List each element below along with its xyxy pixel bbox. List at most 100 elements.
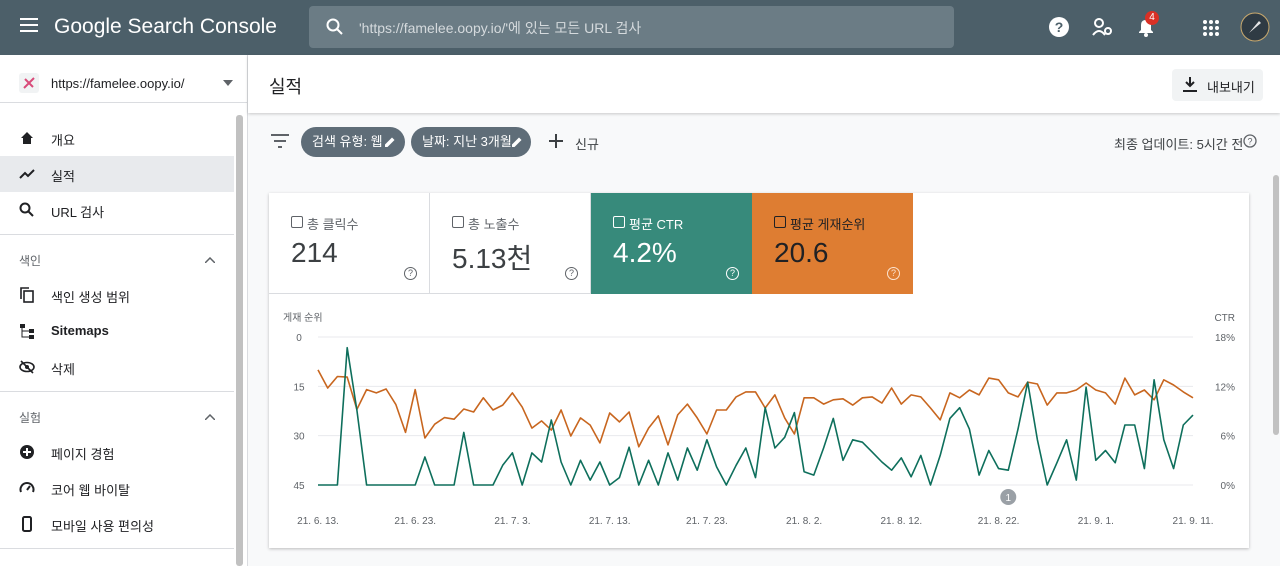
checkbox[interactable] [291, 216, 303, 228]
menu-icon[interactable] [20, 18, 38, 32]
collapse-icon[interactable] [205, 257, 215, 263]
filter-chip[interactable]: 검색 유형: 웹 [301, 127, 405, 157]
help-icon[interactable]: ? [565, 267, 578, 280]
section-title[interactable]: 실험 [19, 411, 42, 425]
gauge-icon [19, 482, 35, 493]
product-name[interactable]: Google Search Console [54, 15, 277, 38]
checkbox[interactable] [613, 216, 625, 228]
x-tick-label: 21. 8. 22. [978, 516, 1020, 527]
export-button[interactable]: 내보내기 [1172, 69, 1263, 101]
y-tick-label: 0 [296, 333, 302, 344]
nav-label: 색인 생성 범위 [51, 290, 130, 305]
checkbox[interactable] [452, 216, 464, 228]
help-icon[interactable]: ? [404, 267, 417, 280]
annotation-marker [1000, 489, 1017, 505]
nav-label: 코어 웹 바이탈 [51, 483, 130, 498]
metric-card[interactable]: 평균 CTR 4.2%? [591, 193, 752, 294]
metric-value: 5.13천 [452, 243, 533, 274]
data-line [318, 346, 1194, 486]
chart: 게재 순위 CTR 0 15 30 45 0% 6% 12% 18% 21. 6. 13. 21.… [283, 311, 1235, 527]
x-tick-label: 21. 7. 13. [589, 516, 631, 527]
trend-icon [19, 169, 35, 179]
section-title[interactable]: 색인 [19, 254, 42, 268]
dropdown-arrow[interactable] [223, 80, 233, 86]
filter-icon[interactable] [271, 134, 289, 148]
checkbox[interactable] [774, 216, 786, 228]
divider [0, 548, 234, 549]
x-tick-label: 21. 8. 2. [786, 516, 822, 527]
search-icon [326, 18, 343, 35]
annotation-label: 1 [1005, 493, 1011, 504]
edit-icon [385, 137, 395, 147]
divider [0, 102, 247, 103]
nav-label: 실적 [51, 169, 75, 184]
download-icon [1183, 77, 1197, 92]
metric-card[interactable]: 총 클릭수 214? [269, 193, 430, 294]
page-title: 실적 [269, 77, 303, 97]
metric-value: 4.2% [613, 237, 677, 268]
help-icon[interactable]: ? [1243, 134, 1257, 148]
y2-tick-label: 12% [1215, 382, 1235, 393]
svg-text:?: ? [1247, 137, 1252, 147]
scrollbar[interactable] [236, 115, 243, 566]
home-icon [21, 132, 33, 144]
phone-icon [22, 516, 32, 532]
nav-item[interactable]: 삭제 [0, 349, 234, 385]
metric-label: 총 노출수 [468, 217, 520, 232]
help-icon[interactable]: ? [887, 267, 900, 280]
help-icon[interactable]: ? [1048, 16, 1070, 38]
nav-label: Sitemaps [51, 323, 109, 338]
metric-value: 214 [291, 237, 338, 268]
search-icon [19, 202, 34, 217]
x-tick-label: 21. 8. 12. [880, 516, 922, 527]
search-placeholder: 'https://famelee.oopy.io/'에 있는 모든 URL 검사 [359, 20, 642, 36]
filter-chip[interactable]: 날짜: 지난 3개월 [411, 127, 531, 157]
metric-label: 총 클릭수 [307, 217, 359, 232]
svg-text:?: ? [1055, 19, 1064, 35]
x-tick-label: 21. 9. 1. [1078, 516, 1114, 527]
nav-item[interactable]: 실적 [0, 156, 234, 192]
y2-axis-title: CTR [1214, 313, 1235, 324]
nav-item[interactable]: 페이지 경험 [0, 434, 234, 470]
y-tick-label: 15 [293, 382, 305, 393]
y-axis-title: 게재 순위 [283, 311, 323, 324]
sidebar: https://famelee.oopy.io/ 개요 실적 URL 검사 색인… [0, 55, 248, 566]
property-icon [19, 73, 39, 93]
scrollbar[interactable] [1273, 175, 1279, 435]
property-url[interactable]: https://famelee.oopy.io/ [51, 76, 185, 91]
nav-item[interactable]: 코어 웹 바이탈 [0, 470, 234, 506]
x-tick-label: 21. 7. 3. [494, 516, 530, 527]
last-update: 최종 업데이트: 5시간 전 [1114, 137, 1244, 152]
data-line [317, 369, 1194, 448]
nav-item[interactable]: 색인 생성 범위 [0, 277, 234, 313]
divider [0, 234, 234, 235]
new-filter[interactable]: 신규 [575, 137, 599, 152]
y-tick-label: 30 [293, 432, 305, 443]
avatar[interactable] [1240, 12, 1270, 42]
x-tick-label: 21. 6. 23. [394, 516, 436, 527]
x-tick-label: 21. 7. 23. [686, 516, 728, 527]
filter-label: 검색 유형: 웹 [312, 134, 383, 149]
filter-label: 날짜: 지난 3개월 [422, 134, 512, 149]
users-icon[interactable] [1091, 16, 1113, 38]
metric-card[interactable]: 평균 게재순위 20.6? [752, 193, 913, 294]
divider [0, 391, 234, 392]
apps-icon[interactable] [1202, 19, 1220, 37]
nav-item[interactable]: 개요 [0, 120, 234, 156]
y2-tick-label: 18% [1215, 333, 1235, 344]
nav-item[interactable]: Sitemaps [0, 313, 234, 349]
plus-icon[interactable] [549, 134, 563, 148]
collapse-icon[interactable] [205, 414, 215, 420]
metric-label: 평균 게재순위 [790, 217, 866, 232]
metric-card[interactable]: 총 노출수 5.13천? [430, 193, 591, 294]
nav-item[interactable]: 모바일 사용 편의성 [0, 506, 234, 542]
nav-item[interactable]: URL 검사 [0, 192, 234, 228]
performance-card: 총 클릭수 214? 총 노출수 5.13천? 평균 CTR 4.2%? 평균 게재순… [269, 193, 1249, 548]
search-box[interactable]: 'https://famelee.oopy.io/'에 있는 모든 URL 검사 [309, 6, 954, 48]
sitemap-icon [20, 324, 34, 339]
help-icon[interactable]: ? [726, 267, 739, 280]
metric-label: 평균 CTR [629, 217, 684, 232]
nav-label: URL 검사 [51, 205, 105, 220]
